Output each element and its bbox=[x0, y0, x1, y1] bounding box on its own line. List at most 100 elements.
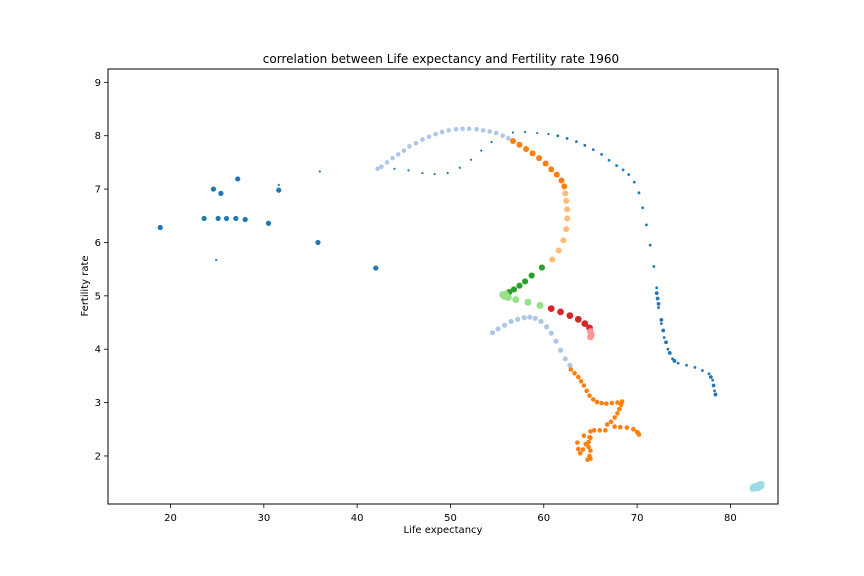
data-point bbox=[501, 322, 508, 328]
data-point bbox=[591, 428, 597, 433]
data-point bbox=[242, 216, 248, 223]
data-point bbox=[233, 215, 239, 222]
data-point bbox=[446, 171, 449, 175]
data-point bbox=[664, 340, 668, 345]
data-point bbox=[584, 388, 589, 394]
data-point bbox=[604, 401, 609, 406]
data-point bbox=[581, 383, 587, 388]
data-point bbox=[556, 134, 560, 138]
data-point bbox=[618, 424, 623, 430]
data-point bbox=[549, 256, 556, 263]
data-point bbox=[489, 330, 496, 336]
data-point bbox=[612, 424, 617, 429]
data-point bbox=[659, 317, 664, 322]
data-point bbox=[420, 137, 425, 142]
data-point bbox=[577, 450, 583, 456]
data-point bbox=[631, 426, 636, 432]
data-point bbox=[265, 220, 272, 226]
y-axis-label: Fertility rate bbox=[80, 255, 91, 316]
data-point bbox=[711, 378, 715, 382]
data-point bbox=[645, 223, 648, 227]
data-point bbox=[632, 180, 636, 184]
data-point bbox=[538, 264, 546, 271]
data-point bbox=[528, 272, 535, 279]
data-point bbox=[375, 166, 380, 172]
data-point bbox=[547, 305, 555, 313]
data-point bbox=[527, 314, 533, 320]
data-point bbox=[757, 482, 765, 490]
y-tick-label: 7 bbox=[95, 185, 101, 196]
data-point bbox=[215, 258, 218, 262]
data-point bbox=[318, 170, 321, 173]
data-point bbox=[521, 315, 527, 321]
data-point bbox=[500, 133, 506, 139]
data-point bbox=[659, 322, 663, 325]
data-point bbox=[561, 183, 568, 190]
x-tick-label: 80 bbox=[724, 513, 737, 524]
data-point bbox=[490, 141, 493, 144]
data-point bbox=[560, 237, 567, 244]
data-point bbox=[433, 173, 436, 176]
data-point bbox=[524, 130, 527, 134]
data-point bbox=[580, 447, 586, 452]
data-point bbox=[615, 164, 618, 168]
data-point bbox=[407, 169, 410, 172]
data-point bbox=[654, 291, 659, 296]
data-point bbox=[547, 133, 550, 136]
data-point bbox=[495, 326, 501, 332]
data-point bbox=[458, 166, 461, 169]
data-point bbox=[493, 130, 499, 136]
data-point bbox=[594, 399, 600, 405]
data-point bbox=[583, 143, 587, 147]
y-tick-label: 6 bbox=[95, 238, 101, 249]
y-tick-label: 3 bbox=[95, 398, 101, 409]
data-point bbox=[510, 286, 518, 293]
data-point bbox=[562, 356, 568, 362]
y-tick-label: 9 bbox=[95, 78, 101, 89]
data-point bbox=[588, 435, 593, 441]
data-point bbox=[597, 428, 603, 433]
data-point bbox=[157, 224, 163, 231]
data-point bbox=[693, 365, 697, 369]
x-axis-label: Life expectancy bbox=[404, 525, 483, 536]
data-point bbox=[210, 186, 217, 192]
data-point bbox=[587, 393, 592, 398]
data-point bbox=[655, 286, 659, 290]
data-point bbox=[621, 168, 625, 172]
data-point bbox=[426, 134, 432, 140]
data-point bbox=[460, 126, 465, 132]
data-point bbox=[536, 131, 539, 135]
data-point bbox=[607, 158, 611, 162]
data-point bbox=[536, 155, 543, 162]
data-point bbox=[576, 374, 581, 380]
data-point bbox=[666, 347, 670, 351]
x-tick-label: 60 bbox=[537, 513, 550, 524]
data-point bbox=[446, 128, 451, 133]
x-tick-label: 70 bbox=[631, 513, 644, 524]
data-point bbox=[608, 419, 614, 425]
data-point bbox=[624, 425, 630, 430]
data-point bbox=[512, 296, 520, 304]
data-point bbox=[609, 400, 615, 406]
data-point bbox=[572, 370, 577, 376]
data-point bbox=[581, 320, 589, 327]
data-point bbox=[657, 306, 660, 309]
x-axis-ticks: 20 30 40 50 60 70 80 bbox=[164, 504, 737, 524]
data-point bbox=[564, 215, 571, 222]
data-point bbox=[711, 383, 716, 388]
data-point bbox=[564, 206, 571, 213]
data-point bbox=[215, 215, 221, 222]
data-point bbox=[516, 282, 523, 289]
data-point bbox=[676, 361, 680, 365]
data-point bbox=[487, 129, 492, 134]
plot-frame bbox=[107, 68, 779, 505]
data-point bbox=[685, 363, 688, 367]
data-point bbox=[648, 243, 652, 247]
data-point bbox=[201, 215, 207, 222]
data-point bbox=[662, 336, 666, 339]
data-point bbox=[612, 415, 617, 420]
data-point bbox=[587, 333, 594, 341]
data-point bbox=[379, 164, 384, 169]
data-point bbox=[553, 171, 560, 178]
